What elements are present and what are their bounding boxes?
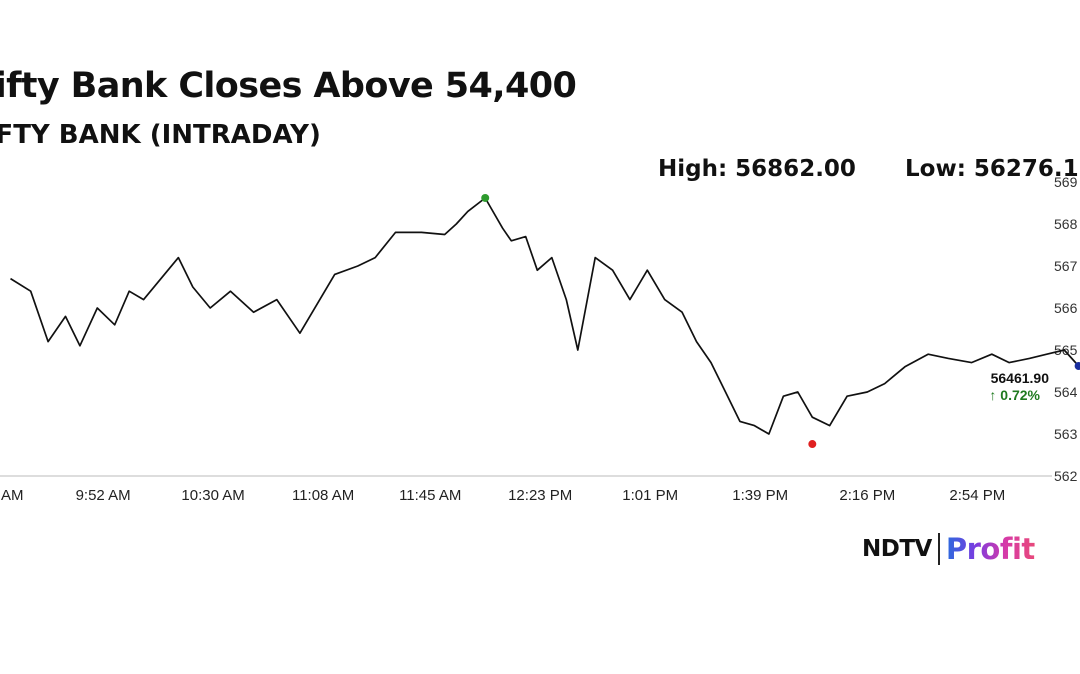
chart-subtitle: NIFTY BANK (INTRADAY) (0, 120, 321, 150)
high-marker (481, 193, 490, 202)
x-tick-label: 9:15 AM (0, 487, 24, 504)
last-price-label: 56461.90 (991, 370, 1050, 386)
profit-wordmark: Profit (945, 532, 1035, 566)
low-marker (808, 440, 817, 449)
y-tick-label: 569 (1054, 174, 1078, 190)
x-tick-label: 9:52 AM (76, 487, 131, 504)
x-tick-label: 2:16 PM (839, 487, 895, 504)
y-tick-label: 565 (1054, 342, 1078, 358)
ndtv-wordmark: NDTV (862, 536, 932, 562)
ndtv-profit-logo: NDTV Profit (862, 532, 1035, 566)
x-tick-label: 1:39 PM (732, 487, 788, 504)
x-tick-label: 1:01 PM (622, 487, 678, 504)
y-tick-label: 568 (1054, 216, 1078, 232)
chart-title: Nifty Bank Closes Above 54,400 (0, 66, 577, 106)
logo-divider (937, 533, 940, 565)
price-line (10, 197, 1080, 435)
y-tick-label: 562 (1054, 468, 1078, 484)
y-tick-label: 567 (1054, 258, 1078, 274)
x-tick-label: 11:45 AM (399, 487, 461, 504)
high-value: High: 56862.00 (658, 156, 856, 182)
y-tick-label: 563 (1054, 426, 1078, 442)
low-value: Low: 56276.15 (905, 156, 1080, 182)
x-tick-label: 2:54 PM (949, 487, 1005, 504)
x-tick-label: 11:08 AM (292, 487, 354, 504)
y-tick-label: 566 (1054, 300, 1078, 316)
x-tick-label: 10:30 AM (181, 487, 244, 504)
y-tick-label: 564 (1054, 384, 1078, 400)
x-tick-label: 12:23 PM (508, 487, 572, 504)
last-price-marker (1074, 362, 1080, 371)
change-percent-label: ↑ 0.72% (989, 387, 1040, 403)
